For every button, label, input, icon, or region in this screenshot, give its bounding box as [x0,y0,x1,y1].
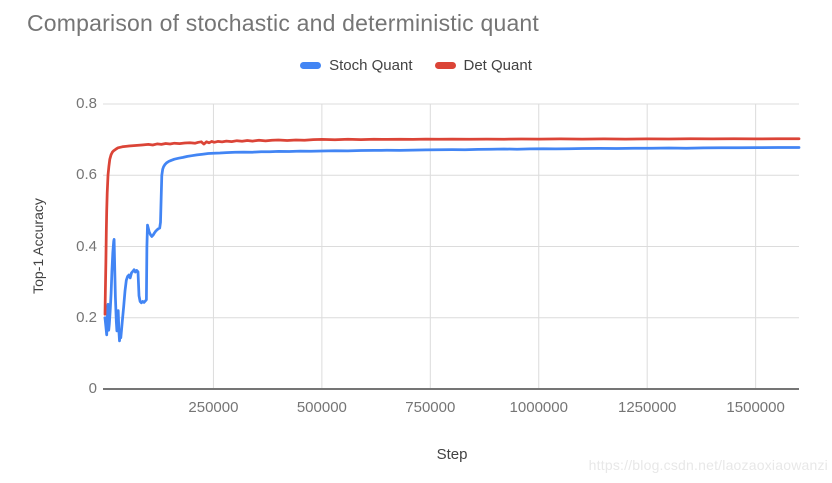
x-tick-label: 1000000 [509,399,568,416]
chart-title: Comparison of stochastic and determinist… [27,10,540,36]
y-tick-label: 0.6 [76,166,97,184]
y-tick-label: 0.2 [76,308,97,326]
legend-item-stoch-quant: Stoch Quant [300,57,413,74]
x-tick-label: 1250000 [617,399,677,416]
x-axis-title: Step [436,446,468,463]
legend-item-det-quant: Det Quant [434,57,532,74]
legend-label: Det Quant [463,57,532,74]
series-line-stoch-quant [103,146,801,343]
x-tick-label: 250000 [188,399,239,416]
x-tick-label: 500000 [296,399,347,416]
y-tick-label: 0.8 [76,95,97,112]
x-tick-label: 750000 [405,399,456,416]
legend-swatch-icon [434,62,456,69]
legend-swatch-icon [300,62,322,69]
legend-label: Stoch Quant [329,57,413,74]
y-tick-label: 0 [88,380,97,397]
x-tick-label: 1500000 [726,399,785,416]
series-line-det-quant [103,137,801,316]
watermark-text: https://blog.csdn.net/laozaoxiaowanzi [588,457,828,473]
y-tick-label: 0.4 [76,237,97,255]
legend: Stoch Quant Det Quant [0,57,832,74]
